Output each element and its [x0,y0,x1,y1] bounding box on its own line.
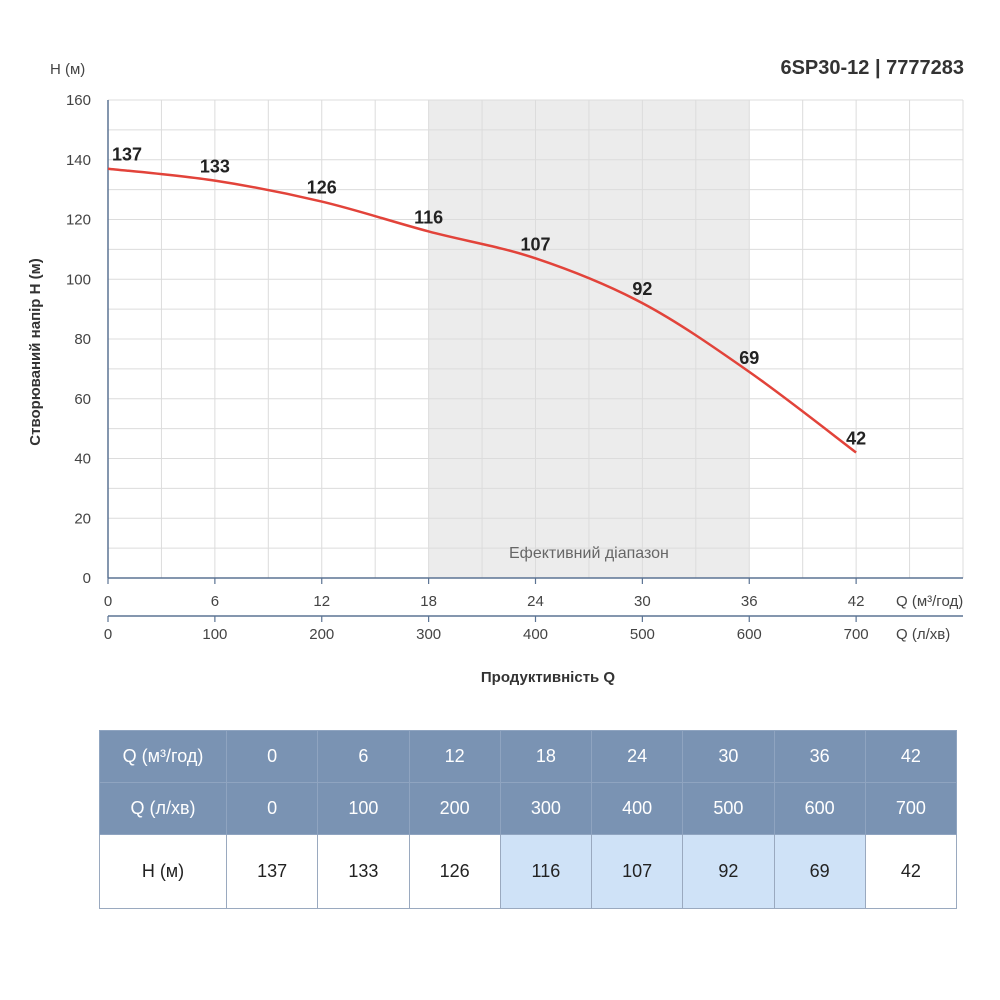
table-cell: 24 [590,730,684,783]
efficient-range-label: Ефективний діапазон [509,545,669,562]
table-row: H (м) 137 133 126 116 107 92 69 42 [99,834,958,909]
data-label: 69 [739,348,759,368]
head-curve-line [107,167,857,454]
table-cell: 6 [317,730,410,783]
table-cell: 100 [317,782,410,835]
x-secondary-tick-label: 100 [202,626,227,643]
x-tick-label: 12 [313,593,330,610]
data-label: 116 [414,207,443,227]
x-secondary-tick-label: 200 [309,626,334,643]
performance-table: Q (м³/год) 0 6 12 18 24 30 36 42 Q (л/хв) 0 100 200 3… [99,730,958,909]
y-tick-label: 140 [66,152,91,169]
table-cell: 126 [408,834,501,909]
performance-table-wrap: Q (м³/год) 0 6 12 18 24 30 36 42 Q (л/хв) 0 100 200 3… [99,730,958,909]
y-tick-label: 120 [66,212,91,229]
table-cell: 42 [864,834,958,909]
data-label: 137 [112,145,142,165]
y-tick-label: 80 [74,331,91,348]
table-cell: 137 [225,834,319,909]
x-secondary-tick-label: 500 [630,626,655,643]
table-row-label: Q (л/хв) [99,782,227,835]
table-cell: 0 [225,782,319,835]
table-cell: 400 [590,782,684,835]
y-axis-title: Створюваний напір H (м) [27,258,44,445]
y-tick-label: 40 [74,451,91,468]
y-tick-label: 160 [66,92,91,109]
table-cell: 116 [499,834,593,909]
table-row-label: Q (м³/год) [99,730,227,783]
x-secondary-tick-label: 0 [104,626,112,643]
table-row: Q (л/хв) 0 100 200 300 400 500 600 700 [99,782,958,835]
table-cell: 133 [317,834,410,909]
y-tick-label: 60 [74,391,91,408]
x-tick-label: 0 [104,593,112,610]
table-cell: 69 [773,834,866,909]
y-tick-label: 100 [66,271,91,288]
table-cell: 12 [408,730,501,783]
table-cell: 30 [682,730,775,783]
table-cell: 36 [773,730,866,783]
table-row: Q (м³/год) 0 6 12 18 24 30 36 42 [99,730,958,783]
data-label: 107 [520,234,550,254]
x-secondary-tick-label: 300 [416,626,441,643]
x-secondary-tick-label: 700 [844,626,869,643]
x-secondary-tick-label: 600 [737,626,762,643]
table-cell: 500 [682,782,775,835]
y-tick-label: 0 [83,570,91,587]
table-row-label: H (м) [99,834,227,909]
table-cell: 300 [499,782,593,835]
x-tick-label: 6 [211,593,219,610]
x-secondary-unit-label: Q (л/хв) [896,626,950,643]
x-tick-label: 24 [527,593,544,610]
x-unit-label: Q (м³/год) [896,593,963,610]
table-cell: 18 [499,730,593,783]
data-label: 133 [200,157,230,177]
x-tick-label: 36 [741,593,758,610]
y-tick-label: 20 [74,510,91,527]
table-cell: 0 [225,730,319,783]
table-cell: 42 [864,730,958,783]
data-label: 92 [632,279,652,299]
chart-title: 6SP30-12 | 7777283 [780,57,964,79]
x-tick-label: 30 [634,593,651,610]
table-cell: 600 [773,782,866,835]
data-label: 42 [846,429,866,449]
table-cell: 700 [864,782,958,835]
x-tick-label: 42 [848,593,865,610]
table-cell: 107 [590,834,684,909]
x-tick-label: 18 [420,593,437,610]
data-label: 126 [307,178,337,198]
y-unit-label: H (м) [50,61,85,78]
x-axis-title: Продуктивність Q [481,669,616,686]
table-cell: 92 [682,834,775,909]
table-cell: 200 [408,782,501,835]
x-secondary-tick-label: 400 [523,626,548,643]
